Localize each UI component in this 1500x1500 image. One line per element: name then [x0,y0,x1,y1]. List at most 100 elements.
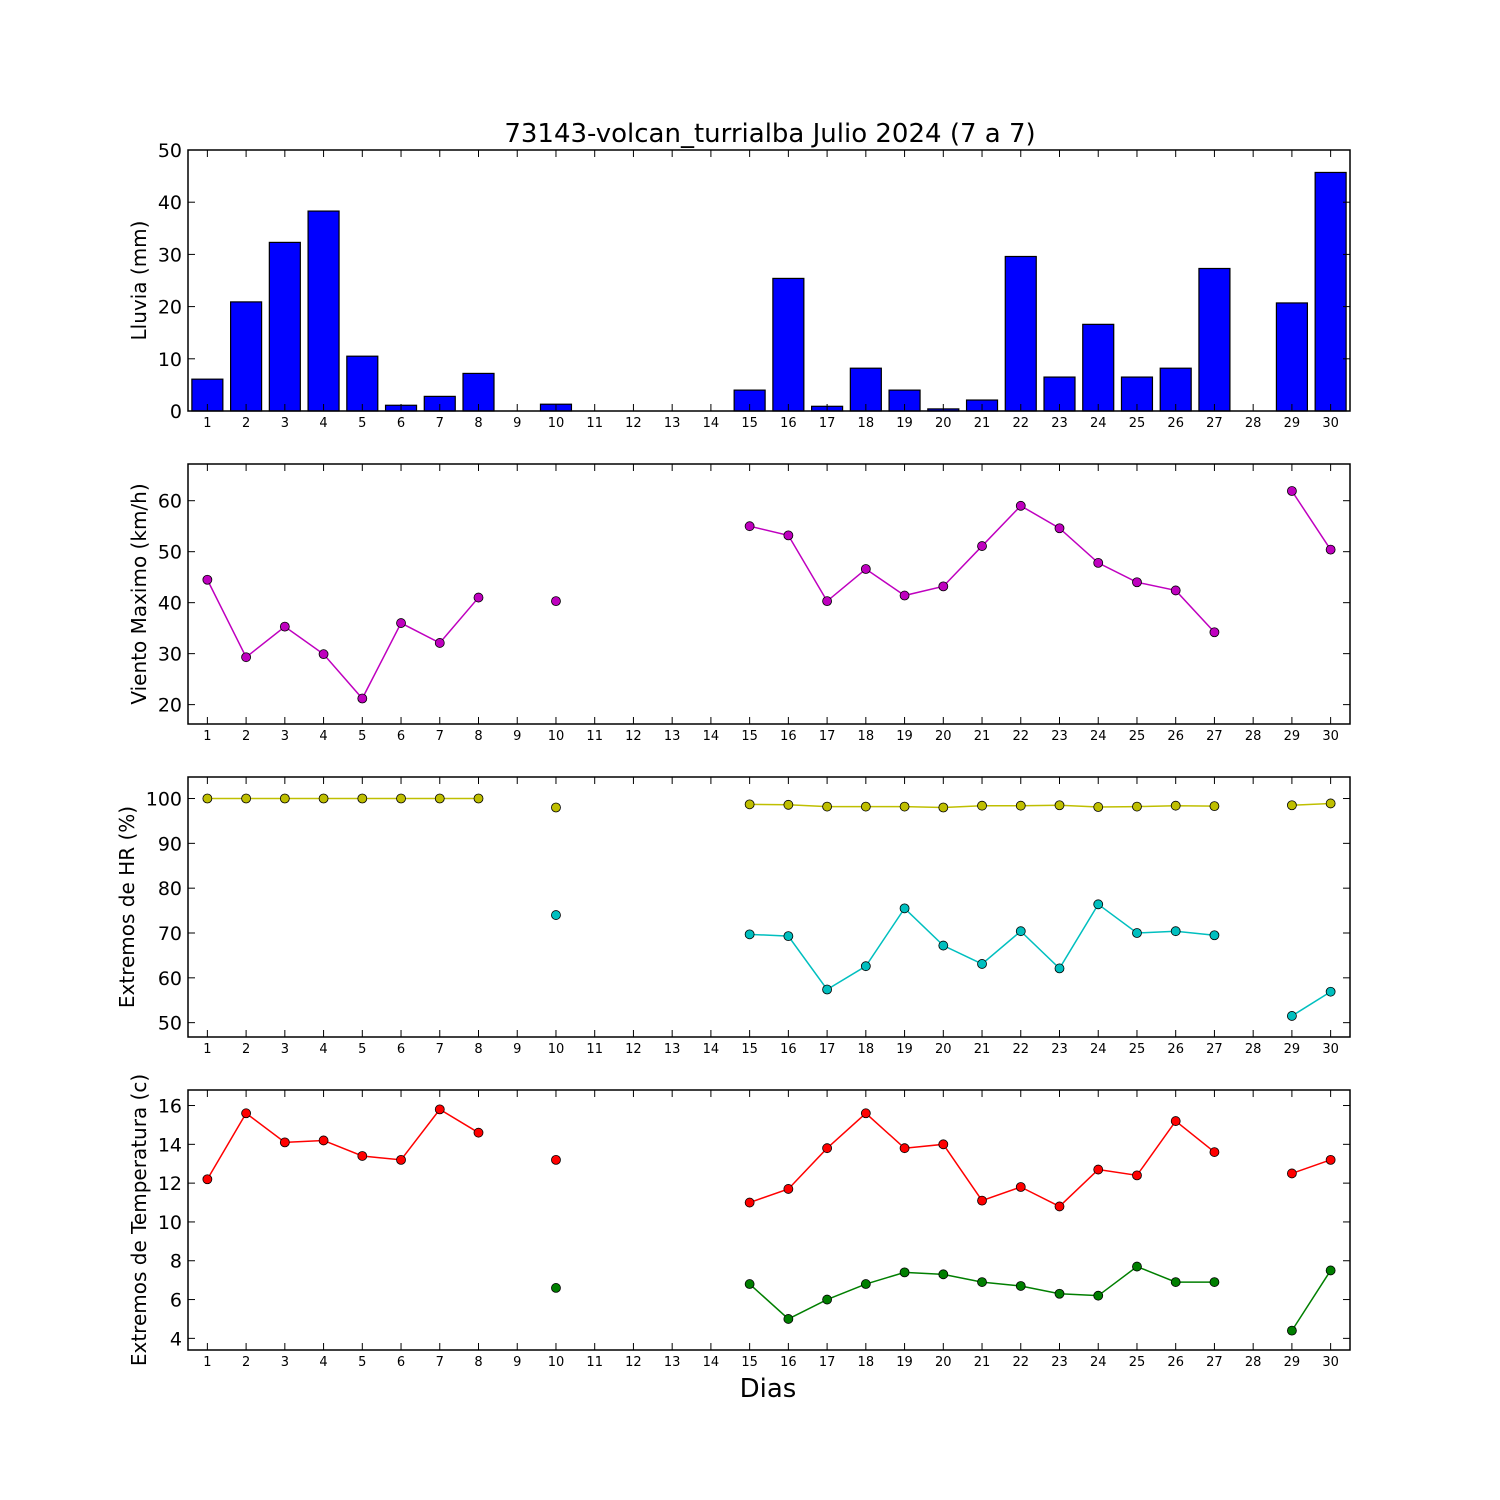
x-tick-label: 26 [1167,729,1184,744]
x-tick-label: 3 [281,729,289,744]
series-1-point-day-7 [434,1104,445,1115]
x-tick-label: 7 [436,1355,444,1370]
x-tick-label: 6 [397,1042,405,1057]
x-tick-label: 21 [974,1042,991,1057]
x-tick-label: 13 [664,1355,681,1370]
x-tick-label: 28 [1245,1042,1262,1057]
x-tick-label: 24 [1090,1355,1107,1370]
series-2-point-day-24 [1093,1290,1104,1301]
series-1-point-day-30 [1325,798,1336,809]
x-tick-label: 9 [513,729,521,744]
x-tick-label: 15 [741,729,758,744]
y-tick-label: 30 [158,244,182,266]
series-1-point-day-15 [744,799,755,810]
series-1-point-day-27 [1209,1147,1220,1157]
x-tick-label: 30 [1322,1355,1339,1370]
series-2-point-day-15 [744,1279,755,1289]
series-1-point-day-24 [1093,558,1104,568]
x-tick-label: 4 [319,729,327,744]
x-tick-label: 12 [625,1042,642,1057]
series-2-point-day-30 [1325,1265,1336,1276]
x-tick-label: 16 [780,729,797,744]
series-1-point-day-2 [241,1108,252,1119]
x-tick-label: 28 [1245,1355,1262,1370]
bar-day-26 [1159,367,1192,412]
x-tick-label: 9 [513,1042,521,1057]
x-tick-label: 23 [1051,416,1068,431]
x-tick-label: 9 [513,416,521,431]
x-tick-label: 17 [819,729,836,744]
bar-day-22 [1004,255,1037,412]
series-1-point-day-3 [279,793,290,804]
x-tick-label: 14 [703,729,720,744]
x-tick-label: 22 [1012,1355,1029,1370]
x-tick-label: 18 [858,416,875,431]
series-1-point-day-18 [860,1108,871,1119]
series-1-point-day-4 [318,793,329,804]
series-1-point-day-25 [1132,801,1142,812]
series-2-point-day-29 [1287,1325,1297,1336]
series-2-point-day-20 [938,1269,949,1280]
series-1-point-day-8 [473,793,484,804]
x-tick-label: 12 [625,1355,642,1370]
series-1-point-day-18 [860,564,871,574]
series-1-point-day-8 [473,592,484,603]
x-tick-label: 2 [242,729,250,744]
x-tick-label: 15 [741,1042,758,1057]
x-tick-label: 30 [1322,416,1339,431]
series-1-line-segment-4 [1291,802,1331,806]
series-1-point-day-26 [1170,585,1181,596]
x-tick-label: 10 [548,416,565,431]
series-1-point-day-23 [1054,800,1065,811]
x-tick-label: 20 [935,416,952,431]
x-tick-label: 6 [397,729,405,744]
series-1-point-day-5 [357,1151,368,1161]
series-1-line-segment-4 [1291,490,1332,551]
x-tick-label: 8 [474,1042,482,1057]
series-1-point-day-30 [1325,1154,1336,1165]
x-tick-label: 10 [548,1355,565,1370]
x-tick-label: 1 [203,1355,211,1370]
series-1-point-day-24 [1093,802,1104,812]
x-tick-label: 1 [203,416,211,431]
x-tick-label: 27 [1206,729,1223,744]
y-tick-label: 70 [158,923,182,945]
y-axis-label-4: Extremos de Temperatura (c) [127,1074,151,1366]
series-1-point-day-3 [279,1137,290,1148]
x-tick-label: 11 [586,1355,603,1370]
y-tick-label: 10 [158,349,182,371]
series-1-point-day-1 [202,793,213,804]
series-1-line-segment-4 [1291,1159,1331,1175]
series-1-point-day-6 [396,618,406,628]
axes-frame-4 [187,1089,1351,1351]
x-tick-label: 7 [436,416,444,431]
x-tick-label: 1 [203,729,211,744]
y-tick-label: 50 [158,140,182,162]
x-tick-label: 6 [397,1355,405,1370]
series-1-point-day-2 [241,652,252,663]
x-tick-label: 10 [548,1042,565,1057]
series-1-point-day-6 [396,793,406,804]
series-1-point-day-29 [1287,486,1297,496]
series-1-point-day-26 [1170,1116,1181,1126]
x-tick-label: 26 [1167,1042,1184,1057]
x-tick-label: 20 [935,1042,952,1057]
x-tick-label: 20 [935,729,952,744]
series-1-point-day-21 [977,541,987,551]
series-2-point-day-18 [860,1279,871,1289]
axes-frame-2 [187,463,1351,725]
series-2-point-day-16 [783,931,794,942]
series-1-point-day-3 [279,621,290,632]
series-1-point-day-19 [899,1143,910,1154]
x-tick-label: 24 [1090,416,1107,431]
y-tick-label: 14 [158,1134,182,1156]
x-tick-label: 25 [1129,416,1146,431]
x-tick-label: 4 [319,1042,327,1057]
x-tick-label: 14 [703,416,720,431]
x-tick-label: 26 [1167,416,1184,431]
x-tick-label: 8 [474,416,482,431]
